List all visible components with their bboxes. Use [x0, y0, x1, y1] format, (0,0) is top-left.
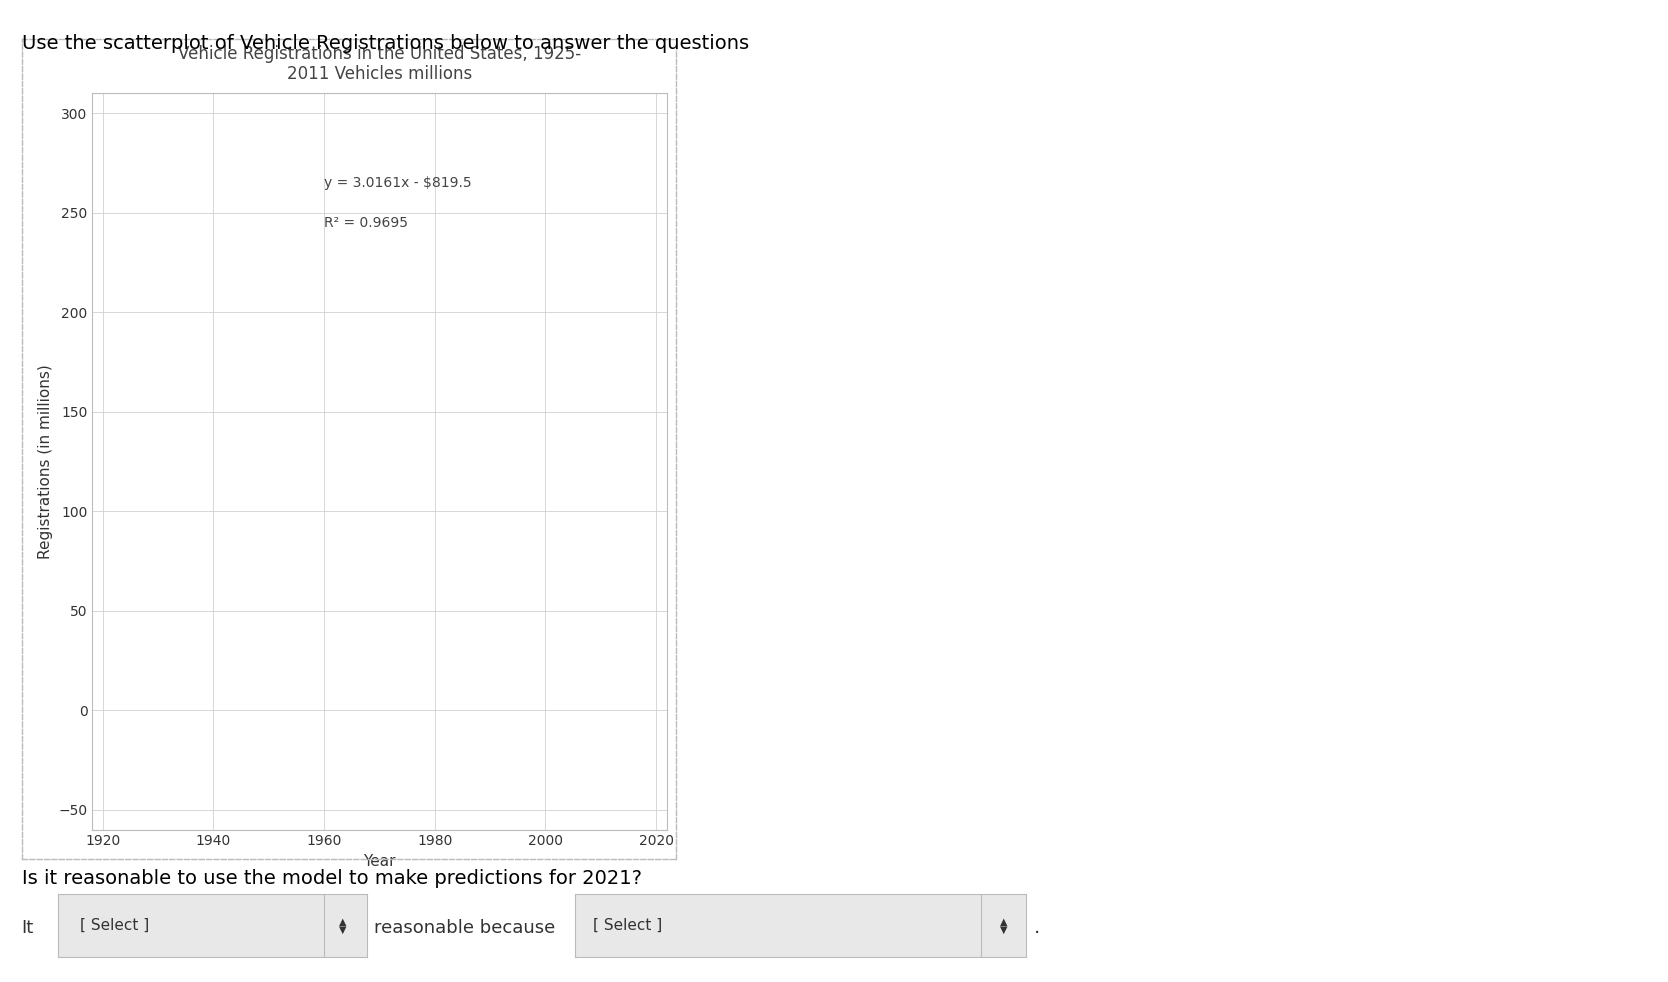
Text: Is it reasonable to use the model to make predictions for 2021?: Is it reasonable to use the model to mak… — [22, 869, 642, 888]
Text: ▲
▼: ▲ ▼ — [999, 916, 1007, 935]
Text: ▲
▼: ▲ ▼ — [339, 916, 345, 935]
Text: reasonable because: reasonable because — [374, 919, 555, 937]
Text: .: . — [1034, 918, 1041, 938]
X-axis label: Year: Year — [364, 853, 395, 868]
Text: [ Select ]: [ Select ] — [80, 918, 148, 933]
Text: It: It — [22, 919, 33, 937]
Y-axis label: Registrations (in millions): Registrations (in millions) — [38, 364, 53, 559]
Text: R² = 0.9695: R² = 0.9695 — [324, 216, 409, 230]
Text: [ Select ]: [ Select ] — [594, 918, 662, 933]
Title: Vehicle Registrations in the United States, 1925-
2011 Vehicles millions: Vehicle Registrations in the United Stat… — [178, 44, 580, 83]
Text: Use the scatterplot of Vehicle Registrations below to answer the questions: Use the scatterplot of Vehicle Registrat… — [22, 34, 749, 53]
Text: y = 3.0161x - $819.5: y = 3.0161x - $819.5 — [324, 176, 472, 190]
